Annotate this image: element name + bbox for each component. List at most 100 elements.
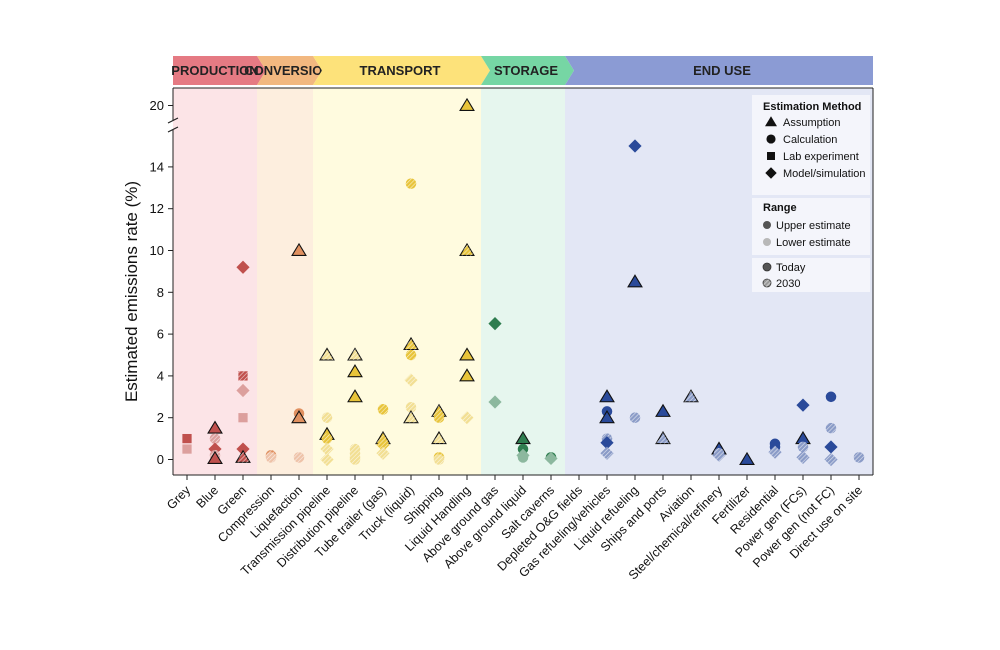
y-tick-label: 10 [150, 243, 164, 258]
data-point-hatch [376, 432, 390, 444]
stage-label: END USE [693, 63, 751, 78]
stage-header-arrow [257, 56, 322, 85]
data-point [825, 391, 837, 403]
data-point [236, 383, 250, 398]
points-layer [182, 97, 865, 467]
data-point-hatch [853, 452, 865, 463]
data-point [627, 274, 643, 288]
legend-marker [765, 167, 777, 179]
legend-marker [767, 152, 775, 160]
y-tick-label: 0 [157, 452, 164, 467]
data-point [517, 452, 529, 463]
data-point-hatch [824, 452, 838, 467]
data-point-hatch [404, 411, 418, 423]
y-tick-label: 8 [157, 285, 164, 300]
stage-label: CONVERSION [244, 63, 331, 78]
y-tick-label: 2 [157, 410, 164, 425]
data-point [515, 430, 531, 445]
legend-marker [765, 116, 777, 127]
y-tick-label: 12 [150, 201, 164, 216]
data-point-hatch [209, 433, 221, 444]
data-point-hatch [377, 404, 389, 415]
data-point-hatch [433, 412, 445, 423]
data-point-hatch [320, 348, 334, 360]
data-point-hatch [238, 371, 248, 381]
axis-break-mark [167, 117, 179, 124]
legend-label: Today [776, 262, 806, 274]
data-point [347, 389, 363, 403]
data-point-hatch [293, 452, 305, 463]
data-point-hatch [321, 412, 333, 423]
legend-box-range [752, 198, 870, 255]
data-point [488, 395, 502, 409]
data-point [628, 139, 642, 153]
stage-background-layer [173, 88, 873, 475]
y-tick-label: 6 [157, 327, 164, 342]
data-point-hatch [825, 422, 837, 434]
data-point [459, 97, 475, 111]
y-tick-label: 20 [150, 98, 164, 113]
data-point-hatch [321, 433, 333, 444]
legend-marker [763, 221, 771, 229]
legend-label: Lower estimate [776, 237, 851, 249]
data-point [824, 440, 838, 454]
data-point-hatch [684, 390, 698, 402]
data-point [182, 433, 192, 444]
legend-marker-hatch [763, 279, 771, 287]
y-axis-title: Estimated emissions rate (%) [122, 181, 141, 402]
data-point-hatch [404, 337, 418, 350]
y-tick-label: 4 [157, 368, 164, 383]
data-point-hatch [376, 438, 390, 452]
data-point-hatch [796, 450, 810, 465]
legend-label: Assumption [783, 117, 840, 129]
data-point [291, 410, 307, 424]
stage-header-arrow [565, 56, 873, 85]
legend-title: Range [763, 202, 797, 214]
data-point [739, 451, 755, 465]
data-point-hatch [404, 373, 418, 387]
data-point-hatch [432, 432, 446, 444]
stage-background [257, 88, 313, 475]
stage-background [481, 88, 565, 475]
data-point [238, 413, 248, 423]
data-point-hatch [712, 448, 726, 462]
data-point-hatch [348, 348, 362, 360]
data-point [544, 451, 558, 466]
stage-header-arrow [481, 56, 574, 85]
stage-label: TRANSPORT [360, 63, 441, 78]
legend-marker [762, 262, 772, 272]
data-point-hatch [236, 450, 250, 463]
data-point [182, 444, 192, 454]
data-point-hatch [629, 412, 641, 423]
stage-label: STORAGE [494, 63, 558, 78]
axis-break-mark [167, 126, 179, 133]
legend-box-time [752, 258, 870, 292]
data-point-hatch [797, 441, 809, 453]
data-point-hatch [376, 446, 390, 460]
data-point-hatch [320, 442, 334, 456]
data-point-hatch [265, 452, 277, 463]
data-point-hatch [600, 446, 614, 460]
legend-label: Model/simulation [783, 168, 866, 180]
data-point [459, 347, 475, 361]
legend-label: Lab experiment [783, 151, 859, 163]
data-point [655, 403, 671, 417]
data-point-hatch [432, 404, 446, 417]
stage-label: PRODUCTION [171, 63, 258, 78]
legend-label: Upper estimate [776, 220, 851, 232]
data-point-hatch [656, 432, 670, 444]
data-point [291, 242, 307, 256]
stage-background [173, 88, 257, 475]
legend-title: Estimation Method [763, 101, 861, 113]
data-point [488, 317, 502, 331]
data-point [236, 260, 250, 274]
data-point [207, 420, 223, 434]
legend-label: 2030 [776, 278, 800, 290]
axis-layer: 0 2 4 6 8 10 12 14 20 Estimated emissions rate (%… [122, 87, 874, 583]
x-tick-label: Grey [164, 483, 194, 513]
legend-label: Calculation [783, 134, 837, 146]
data-point-hatch [433, 454, 445, 465]
